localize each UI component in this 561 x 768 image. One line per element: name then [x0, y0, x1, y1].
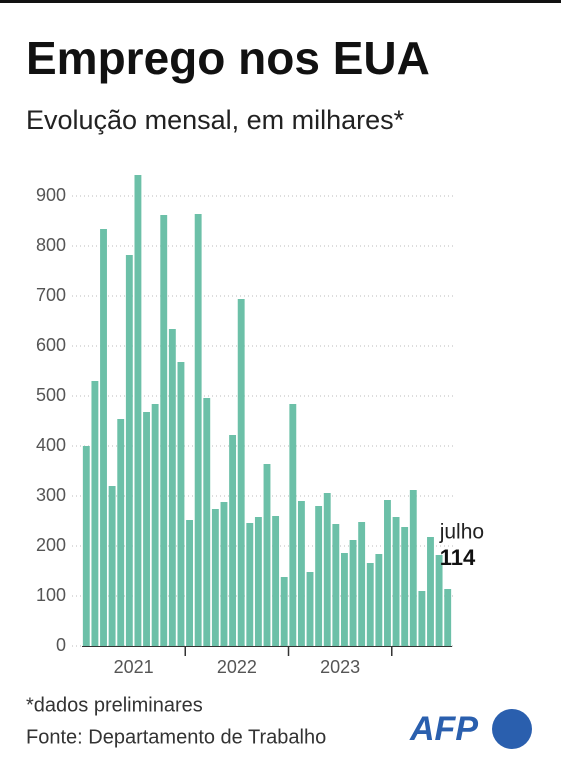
note: *dados preliminares	[26, 694, 203, 716]
bar	[211, 509, 219, 646]
bar	[237, 299, 245, 646]
bar	[91, 381, 99, 646]
x-tick-label: 2022	[217, 657, 257, 677]
bar	[401, 527, 409, 646]
bar	[280, 577, 288, 646]
bar	[366, 563, 374, 646]
bar	[151, 404, 159, 646]
logo-circle	[492, 709, 532, 749]
bar	[82, 446, 90, 646]
x-tick-label: 2023	[320, 657, 360, 677]
bar	[384, 500, 391, 646]
bar	[254, 517, 262, 646]
bar	[349, 540, 357, 646]
x-tick-label: 2021	[114, 657, 154, 677]
bar	[108, 486, 116, 646]
bar	[263, 464, 271, 646]
bar	[315, 506, 323, 646]
y-tick-label: 800	[36, 235, 66, 255]
y-tick-label: 200	[36, 535, 66, 555]
bar	[341, 553, 348, 646]
y-tick-label: 900	[36, 185, 66, 205]
chart-subtitle: Evolução mensal, em milhares*	[26, 105, 405, 135]
bar	[246, 523, 254, 646]
y-tick-label: 100	[36, 585, 66, 605]
chart-title: Emprego nos EUA	[26, 32, 430, 84]
y-tick-label: 400	[36, 435, 66, 455]
data-label: 114	[440, 545, 476, 570]
bar	[358, 522, 366, 646]
bar	[297, 501, 305, 646]
y-tick-label: 300	[36, 485, 66, 505]
bar	[272, 516, 280, 646]
bar	[444, 589, 452, 646]
bar	[306, 572, 314, 646]
bar	[229, 435, 237, 646]
bar	[186, 520, 193, 646]
source: Fonte: Departamento de Trabalho	[26, 726, 326, 748]
y-tick-label: 700	[36, 285, 66, 305]
bar	[168, 329, 176, 646]
bar	[392, 517, 400, 646]
bar	[194, 214, 202, 646]
bar	[134, 175, 142, 646]
bar	[100, 229, 107, 646]
y-tick-label: 600	[36, 335, 66, 355]
bar	[375, 554, 383, 646]
bar	[427, 537, 434, 646]
annotation: julho	[439, 521, 484, 544]
bar	[323, 493, 331, 646]
bar	[289, 404, 297, 646]
bar	[435, 555, 443, 646]
bar	[418, 591, 426, 646]
y-tick-label: 500	[36, 385, 66, 405]
bar	[117, 419, 125, 646]
bar	[160, 215, 168, 646]
bar	[125, 255, 133, 646]
bar	[177, 362, 185, 646]
bar	[409, 490, 417, 646]
logo: AFP	[409, 710, 478, 748]
bar	[203, 398, 211, 646]
y-tick-label: 0	[56, 635, 66, 655]
bar	[220, 502, 228, 646]
bar	[332, 524, 340, 646]
bar	[143, 412, 150, 646]
